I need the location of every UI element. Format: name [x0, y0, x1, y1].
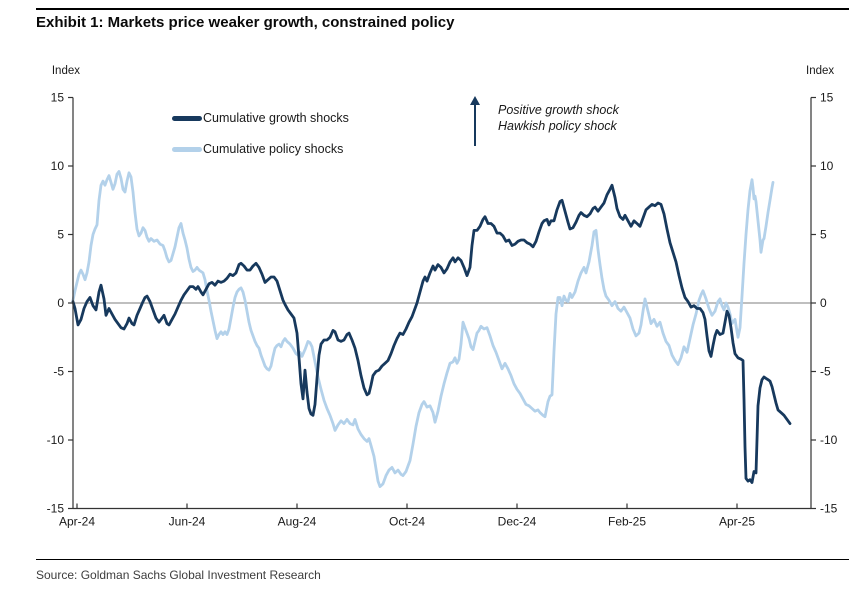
x-tick-label: Apr-24 — [59, 515, 95, 529]
y-tick-label: 10 — [820, 159, 834, 173]
y-tick-label: 0 — [820, 296, 827, 310]
source-attribution: Source: Goldman Sachs Global Investment … — [36, 568, 321, 582]
x-tick-label: Feb-25 — [608, 515, 646, 529]
y-tick-label: -5 — [820, 365, 831, 379]
y-tick-label: 5 — [820, 228, 827, 242]
annotation-text: Positive growth shock Hawkish policy sho… — [498, 102, 619, 134]
legend-label-policy: Cumulative policy shocks — [203, 142, 344, 156]
bottom-divider — [36, 559, 849, 560]
y-tick-label: -10 — [47, 433, 65, 447]
growth-series-line — [71, 183, 792, 484]
x-tick-label: Apr-25 — [719, 515, 755, 529]
policy-series-swatch-icon — [172, 146, 202, 152]
y-tick-label: 15 — [820, 91, 834, 105]
annotation-line-1: Positive growth shock — [498, 103, 619, 117]
y-tick-label: 0 — [57, 296, 64, 310]
y-tick-label: 15 — [51, 91, 65, 105]
legend-label-growth: Cumulative growth shocks — [203, 111, 349, 125]
x-tick-label: Jun-24 — [169, 515, 206, 529]
x-tick-label: Aug-24 — [278, 515, 317, 529]
legend: Cumulative growth shocks Cumulative poli… — [172, 109, 349, 171]
x-tick-label: Oct-24 — [389, 515, 425, 529]
y-tick-label: -10 — [820, 433, 838, 447]
policy-series-line — [71, 170, 775, 489]
y-tick-label: -15 — [47, 502, 65, 516]
y-axis-title-right: Index — [806, 65, 835, 77]
growth-series-swatch-icon — [172, 115, 202, 121]
top-divider — [36, 8, 849, 10]
y-tick-label: -15 — [820, 502, 838, 516]
shock-direction-annotation: Positive growth shock Hawkish policy sho… — [468, 96, 619, 148]
up-arrow-icon — [468, 96, 482, 148]
y-tick-label: -5 — [53, 365, 64, 379]
page-title: Exhibit 1: Markets price weaker growth, … — [36, 14, 455, 31]
legend-item-policy: Cumulative policy shocks — [172, 140, 349, 158]
y-tick-label: 5 — [57, 228, 64, 242]
y-tick-label: 10 — [51, 159, 65, 173]
annotation-line-2: Hawkish policy shock — [498, 119, 617, 133]
x-tick-label: Dec-24 — [498, 515, 537, 529]
y-axis-title-left: Index — [51, 65, 80, 77]
legend-item-growth: Cumulative growth shocks — [172, 109, 349, 127]
